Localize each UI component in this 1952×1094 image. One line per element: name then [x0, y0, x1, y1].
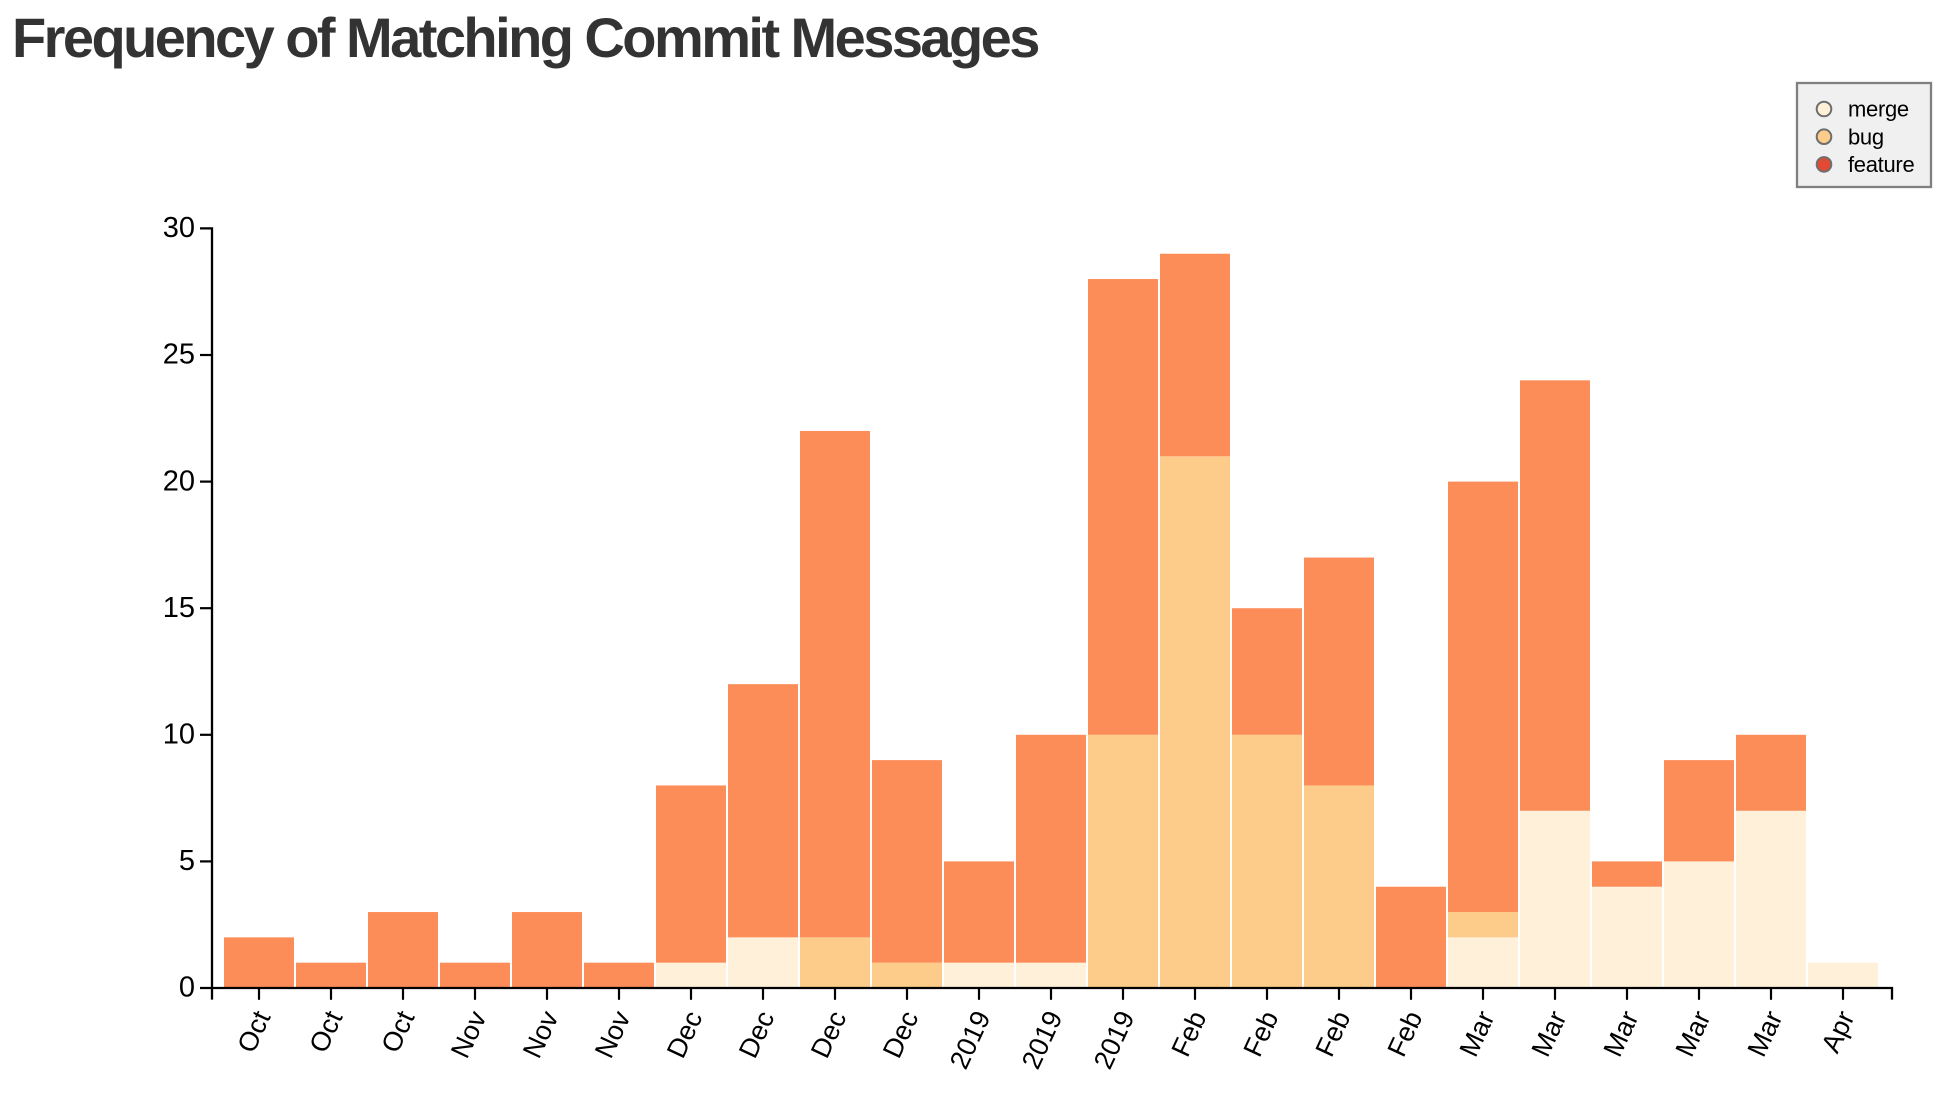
svg-text:Dec: Dec: [661, 1006, 708, 1062]
svg-text:Feb: Feb: [1238, 1006, 1285, 1061]
svg-text:2019: 2019: [1088, 1006, 1141, 1073]
svg-text:Nov: Nov: [517, 1006, 565, 1063]
svg-text:Feb: Feb: [1310, 1006, 1357, 1061]
svg-text:Oct: Oct: [303, 1006, 348, 1057]
svg-text:bug: bug: [1848, 124, 1884, 149]
svg-text:Mar: Mar: [1670, 1006, 1717, 1061]
svg-text:25: 25: [163, 339, 195, 371]
svg-text:2019: 2019: [1016, 1006, 1069, 1073]
svg-text:Dec: Dec: [733, 1006, 780, 1062]
svg-text:5: 5: [179, 845, 195, 877]
svg-text:Mar: Mar: [1454, 1006, 1501, 1061]
svg-text:Apr: Apr: [1815, 1006, 1860, 1057]
svg-text:30: 30: [163, 212, 195, 244]
svg-text:Dec: Dec: [805, 1006, 852, 1062]
svg-text:Nov: Nov: [589, 1006, 637, 1063]
svg-text:Mar: Mar: [1526, 1006, 1573, 1061]
svg-text:feature: feature: [1848, 152, 1914, 177]
svg-text:2019: 2019: [944, 1006, 997, 1073]
svg-text:Oct: Oct: [231, 1006, 276, 1057]
svg-text:Dec: Dec: [877, 1006, 924, 1062]
svg-text:15: 15: [163, 592, 195, 624]
svg-text:20: 20: [163, 465, 195, 497]
svg-text:0: 0: [179, 972, 195, 1004]
svg-text:Feb: Feb: [1382, 1006, 1429, 1061]
svg-text:10: 10: [163, 719, 195, 751]
svg-text:Mar: Mar: [1598, 1006, 1645, 1061]
svg-text:Oct: Oct: [375, 1006, 420, 1057]
svg-text:Mar: Mar: [1742, 1006, 1789, 1061]
svg-text:merge: merge: [1848, 97, 1909, 122]
svg-text:Feb: Feb: [1166, 1006, 1213, 1061]
svg-text:Nov: Nov: [445, 1006, 493, 1063]
